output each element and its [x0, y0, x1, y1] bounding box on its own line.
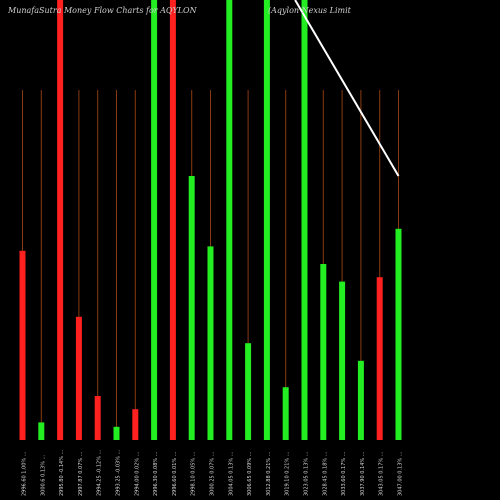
bar [57, 0, 64, 440]
x-tick-label: 3019.10 0.21% ... [285, 451, 291, 496]
x-tick-label: 2993.25 -0.03% ... [116, 449, 122, 496]
bar [226, 0, 233, 440]
x-tick-label: 3012.88 0.21% ... [266, 451, 272, 496]
x-tick-label: 3028.45 0.18% ... [322, 451, 328, 496]
x-tick-label: 3004.05 0.13% ... [228, 451, 234, 496]
trend-line [294, 0, 400, 177]
bar [151, 0, 158, 440]
x-tick-label: 2998.10 0.05% ... [191, 451, 197, 496]
bar [75, 316, 82, 440]
x-tick-label: 3000.25 0.07% ... [210, 451, 216, 496]
x-tick-label: 2996.30 0.08% ... [153, 451, 159, 496]
x-tick-label: 3006.65 0.09% ... [247, 451, 253, 496]
chart-title: MunafaSutra Money Flow Charts for AQYLON [8, 6, 197, 15]
bar [339, 281, 346, 440]
bar [245, 343, 252, 440]
bar [282, 387, 289, 440]
bar [19, 250, 26, 440]
x-tick-label: 2996.60 0.01% ... [172, 451, 178, 496]
x-tick-label: 3000.6 0.13% ... [40, 454, 46, 496]
x-tick-label: 2994.00 0.02% ... [134, 451, 140, 496]
x-tick-label: 3047.00 0.13% ... [398, 451, 404, 496]
bar [207, 246, 214, 440]
bar [376, 277, 383, 440]
x-tick-label: 3037.90 0.14% ... [360, 451, 366, 496]
bar [320, 264, 327, 440]
x-tick-label: 2996.60 1.00% ... [22, 451, 28, 496]
x-tick-label: 2995.80 -0.14% ... [59, 449, 65, 496]
x-tick-label: 3043.05 0.17% ... [379, 451, 385, 496]
bar [263, 0, 270, 440]
x-tick-label: 3033.60 0.17% ... [341, 451, 347, 496]
bar [94, 396, 101, 440]
bar [169, 0, 176, 440]
bar [132, 409, 139, 440]
x-tick-label: 2994.25 -0.12% ... [97, 449, 103, 496]
bar [357, 360, 364, 440]
x-tick-label: 3023.05 0.13% ... [304, 451, 310, 496]
bar [301, 0, 308, 440]
bar [38, 422, 45, 440]
bar [113, 426, 120, 440]
chart-subtitle: (Aqylon Nexus Limit [268, 6, 351, 15]
bar [395, 228, 402, 440]
x-tick-label: 2997.87 0.07% ... [78, 451, 84, 496]
bar [188, 176, 195, 440]
